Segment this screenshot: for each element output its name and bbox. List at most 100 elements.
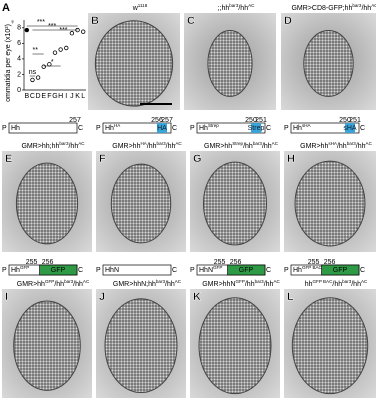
c-terminus: C xyxy=(266,125,271,132)
eye xyxy=(15,162,79,245)
residue-number: 251 xyxy=(255,117,267,124)
superscript: bar3 xyxy=(59,141,69,146)
text-part: GMR>hhN;hh xyxy=(113,281,156,288)
eye xyxy=(303,29,354,97)
y-tick-label: 0 xyxy=(17,87,21,94)
superscript: HA xyxy=(140,141,147,146)
superscript: sHA xyxy=(302,123,312,128)
y-tick-label: 2 xyxy=(17,71,21,78)
y-axis-label: ommatidia per eye (x10²) xyxy=(5,24,12,102)
data-point xyxy=(52,50,58,55)
y-tick-label: 4 xyxy=(17,56,21,63)
superscript: bar3 xyxy=(342,279,352,284)
x-tick-label: D xyxy=(36,93,41,100)
label-text: HhHA xyxy=(105,123,121,132)
c-terminus: C xyxy=(172,267,177,274)
data-point xyxy=(24,27,30,33)
x-tick-label: H xyxy=(58,93,63,100)
text-part: /hh xyxy=(243,143,253,150)
superscript: 1118 xyxy=(138,3,148,8)
text-part: /hh xyxy=(54,281,64,288)
significance: ** xyxy=(33,47,39,54)
superscript: HA xyxy=(114,123,121,128)
label-text: GMR>hh;hhbar3/hhAC xyxy=(21,141,85,150)
label-text: HhN xyxy=(105,267,119,274)
data-point xyxy=(41,64,46,69)
bracket xyxy=(26,25,78,77)
superscript: AC xyxy=(83,279,90,284)
tag-box xyxy=(251,123,261,133)
tag-box xyxy=(345,123,355,133)
text-part: /hh xyxy=(73,281,83,288)
superscript: bar3 xyxy=(157,141,167,146)
superscript: AC xyxy=(361,279,368,284)
panel-letter: B xyxy=(91,15,99,27)
text-part: /hh xyxy=(337,143,347,150)
text-part: w xyxy=(132,5,139,12)
text-part: HhN xyxy=(199,267,213,274)
label-text: HhStrep xyxy=(199,123,219,132)
superscript: bar3 xyxy=(253,141,263,146)
eye xyxy=(207,29,253,97)
text-part: /hh xyxy=(165,281,175,288)
text-part: /hh xyxy=(332,281,342,288)
text-part: /hh xyxy=(361,5,371,12)
text-part: Hh xyxy=(11,125,20,132)
protein-box xyxy=(102,264,172,276)
label-text: HhGFP xyxy=(11,265,29,274)
label-text: GMR>hhStrep/hhbar3/hhAC xyxy=(204,141,279,150)
residue-number: 256 xyxy=(42,259,54,266)
label-text: GMR>hhNGFP/hhbar3/hhAC xyxy=(202,279,280,288)
data-point xyxy=(30,77,35,83)
text-part: GMR>hh xyxy=(204,143,232,150)
x-tick-label: J xyxy=(70,93,74,100)
y-tick-label: 6 xyxy=(17,40,21,47)
superscript: AC xyxy=(175,279,182,284)
x-tick-label: E xyxy=(41,93,46,100)
tag-label: Strep xyxy=(248,125,265,132)
eye xyxy=(13,300,81,391)
text-part: hh xyxy=(305,281,313,288)
superscript: bar3 xyxy=(255,279,265,284)
text-part: Hh xyxy=(105,125,114,132)
text-part: /hh xyxy=(264,281,274,288)
text-part: GMR>hh xyxy=(17,281,45,288)
residue-number: 257 xyxy=(69,117,81,124)
text-part: GMR>hh xyxy=(300,143,328,150)
protein-box xyxy=(290,122,360,134)
data-point xyxy=(58,47,63,52)
data-point xyxy=(35,75,41,80)
label-text: w1118 xyxy=(132,3,148,12)
gfp-label: GFP xyxy=(51,267,66,274)
residue-number: 256 xyxy=(230,259,242,266)
text-part: /hh xyxy=(166,143,176,150)
label-text: HhGFP BAC xyxy=(293,265,323,274)
label-text: Hh xyxy=(11,125,20,132)
superscript: Strep xyxy=(232,141,243,146)
panel-letter: J xyxy=(99,291,105,303)
panel-letter: G xyxy=(193,153,202,165)
eye xyxy=(104,298,178,394)
superscript: bar3 xyxy=(352,3,362,8)
superscript: Strep xyxy=(208,123,219,128)
text-part: /hh xyxy=(351,281,361,288)
residue-number: 250 xyxy=(245,117,257,124)
superscript: bar3 xyxy=(64,279,74,284)
promoter: P xyxy=(284,267,289,274)
residue-number: 257 xyxy=(161,117,173,124)
residue-number: 255 xyxy=(26,259,38,266)
panel-letter: E xyxy=(5,153,12,165)
superscript: AC xyxy=(272,141,279,146)
x-tick-label: I xyxy=(65,93,67,100)
residue-number: 256 xyxy=(324,259,336,266)
superscript: bar3 xyxy=(156,279,166,284)
eye xyxy=(203,161,267,246)
panel-letter: I xyxy=(5,291,8,303)
text-part: /hh xyxy=(245,281,255,288)
text-part: HhN xyxy=(105,267,119,274)
superscript: AC xyxy=(371,3,376,8)
superscript: AC xyxy=(248,3,255,8)
c-terminus: C xyxy=(78,125,83,132)
gfp-label: GFP xyxy=(239,267,254,274)
